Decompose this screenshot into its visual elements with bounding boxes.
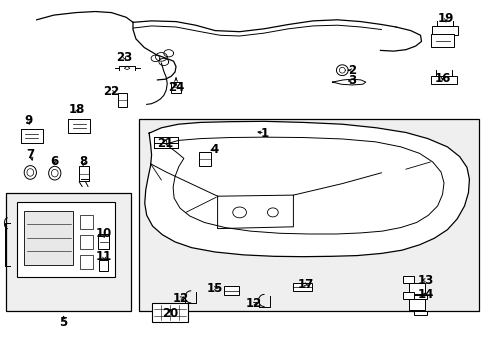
Bar — [80, 255, 93, 269]
Bar — [171, 82, 181, 93]
Polygon shape — [332, 79, 365, 85]
Text: 10: 10 — [96, 227, 112, 240]
Text: 15: 15 — [206, 282, 223, 294]
Ellipse shape — [27, 169, 34, 176]
Bar — [430, 34, 453, 47]
Text: 19: 19 — [437, 12, 453, 25]
Bar — [80, 215, 93, 229]
Text: 7: 7 — [27, 148, 35, 161]
Ellipse shape — [267, 208, 278, 217]
Bar — [431, 26, 458, 35]
Bar — [6, 193, 130, 311]
Text: 16: 16 — [433, 72, 450, 85]
Bar — [98, 234, 109, 249]
Text: 12: 12 — [172, 292, 189, 305]
Bar — [403, 276, 413, 283]
Text: 4: 4 — [210, 143, 218, 156]
Text: 6: 6 — [51, 155, 59, 168]
Bar — [413, 311, 427, 315]
Text: 24: 24 — [167, 81, 184, 94]
Text: 9: 9 — [24, 114, 32, 127]
Text: 20: 20 — [162, 307, 178, 320]
Ellipse shape — [24, 166, 37, 179]
Text: 2: 2 — [347, 64, 355, 77]
Bar — [151, 303, 188, 322]
Text: 12: 12 — [245, 297, 262, 310]
Bar — [80, 235, 93, 249]
Bar — [24, 211, 73, 265]
Text: 18: 18 — [69, 103, 85, 116]
Bar — [79, 166, 89, 181]
Text: 5: 5 — [60, 316, 67, 329]
Text: 17: 17 — [297, 278, 313, 291]
Bar — [403, 292, 413, 298]
Text: 22: 22 — [103, 85, 120, 98]
Bar — [408, 283, 424, 294]
Text: 23: 23 — [116, 51, 133, 64]
Bar — [118, 93, 126, 107]
Bar — [139, 119, 478, 311]
Text: 1: 1 — [261, 127, 268, 140]
Bar — [408, 299, 424, 310]
Bar — [413, 295, 427, 299]
Bar — [99, 260, 108, 271]
Text: 11: 11 — [96, 250, 112, 263]
Text: 13: 13 — [416, 274, 433, 287]
Bar — [293, 283, 311, 291]
Text: 21: 21 — [157, 137, 173, 150]
Bar — [17, 202, 115, 277]
Text: 8: 8 — [79, 155, 87, 168]
Ellipse shape — [49, 166, 61, 180]
Ellipse shape — [51, 170, 58, 177]
Bar — [224, 286, 238, 295]
Text: 14: 14 — [416, 288, 433, 301]
Text: 3: 3 — [347, 75, 355, 87]
Bar — [430, 76, 457, 84]
Polygon shape — [144, 121, 468, 257]
Ellipse shape — [232, 207, 246, 218]
Bar — [199, 152, 211, 166]
